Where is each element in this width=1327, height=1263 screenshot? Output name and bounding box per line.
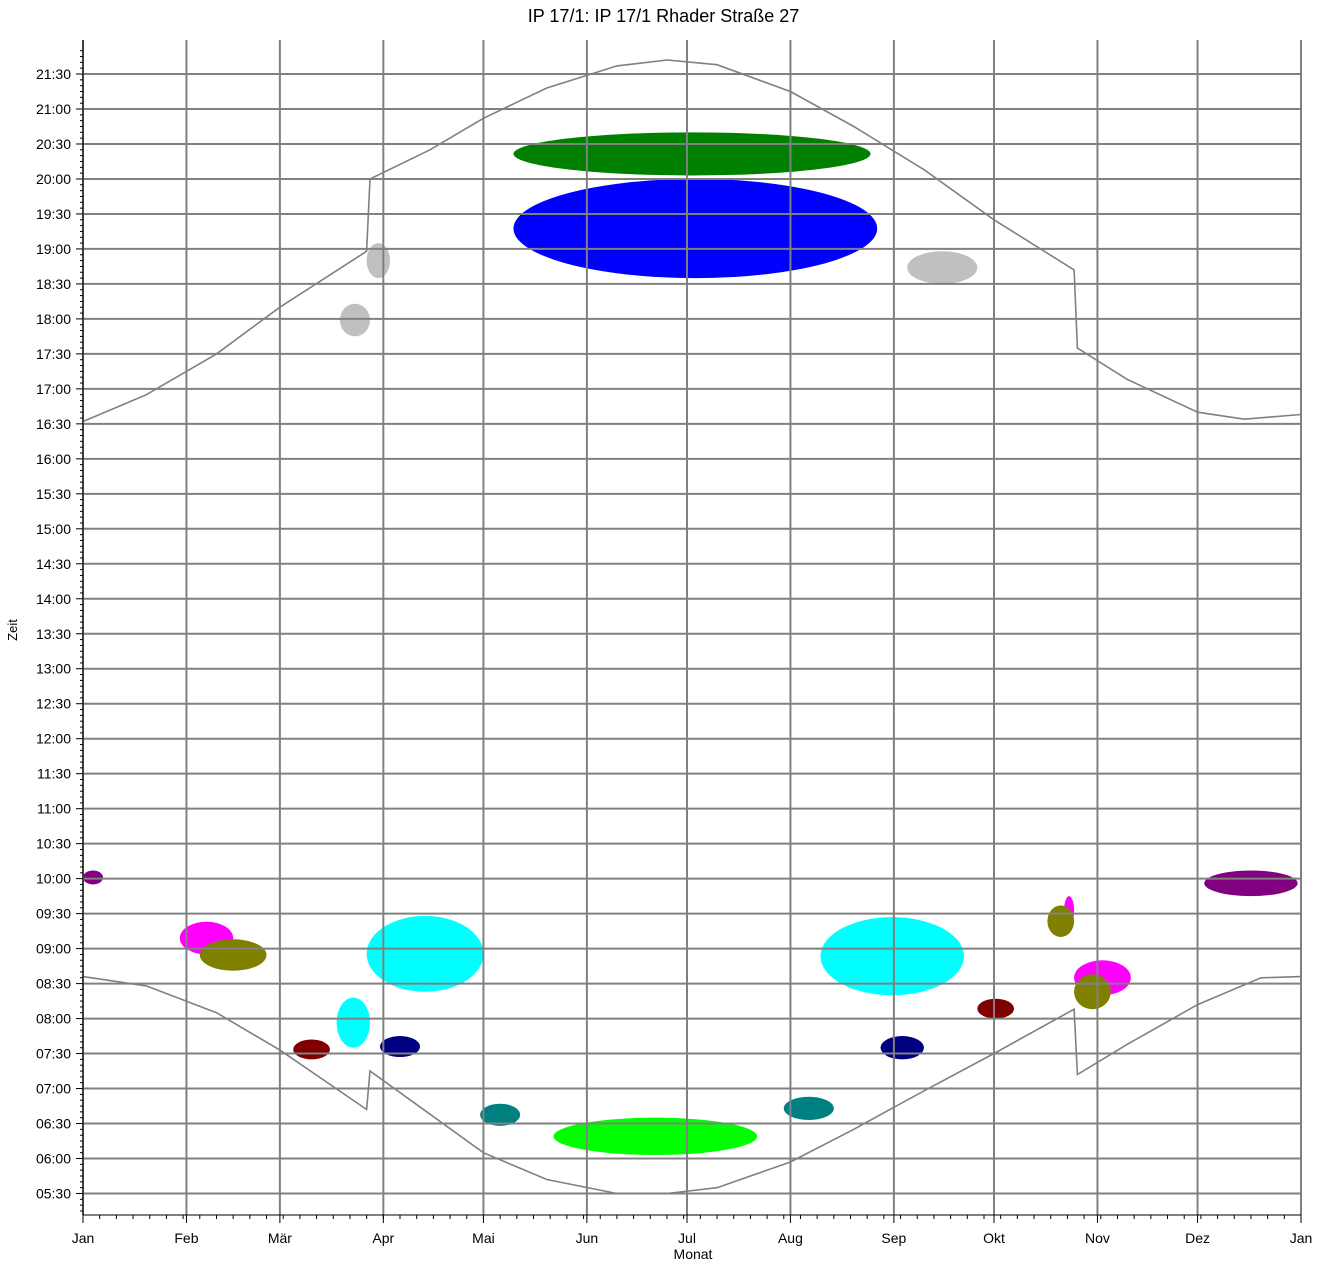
y-tick-label: 08:30 — [36, 976, 71, 992]
region-olive-22 — [1074, 974, 1111, 1010]
y-tick-label: 09:00 — [36, 941, 71, 957]
y-tick-label: 13:00 — [36, 661, 71, 677]
x-tick-label: Jul — [678, 1230, 696, 1246]
x-tick-label: Jan — [72, 1230, 95, 1246]
region-olive-8 — [199, 939, 267, 971]
region-purple-6 — [1204, 870, 1298, 897]
y-tick-label: 10:30 — [36, 836, 71, 852]
y-tick-label: 20:30 — [36, 136, 71, 152]
y-tick-label: 09:30 — [36, 906, 71, 922]
x-tick-label: Mär — [268, 1230, 292, 1246]
region-blue-1 — [513, 178, 878, 279]
y-tick-label: 15:00 — [36, 521, 71, 537]
y-tick-label: 08:00 — [36, 1011, 71, 1027]
x-tick-label: Sep — [881, 1230, 906, 1246]
y-tick-label: 12:00 — [36, 731, 71, 747]
y-tick-label: 19:30 — [36, 206, 71, 222]
x-tick-label: Nov — [1085, 1230, 1110, 1246]
y-tick-label: 06:30 — [36, 1116, 71, 1132]
curve-layer — [82, 59, 1302, 1195]
y-tick-label: 17:00 — [36, 381, 71, 397]
y-tick-label: 21:30 — [36, 66, 71, 82]
region-cyan-11 — [820, 917, 964, 996]
y-tick-label: 07:30 — [36, 1046, 71, 1062]
chart-title: IP 17/1: IP 17/1 Rhader Straße 27 — [527, 6, 800, 26]
x-axis-label: Monat — [673, 1246, 713, 1262]
y-tick-label: 10:00 — [36, 871, 71, 887]
x-tick-label: Dez — [1185, 1230, 1210, 1246]
x-tick-label: Jun — [576, 1230, 599, 1246]
region-navy-15 — [880, 1036, 924, 1060]
y-tick-label: 06:00 — [36, 1151, 71, 1167]
region-cyan-10 — [336, 997, 370, 1048]
region-maroon-13 — [977, 998, 1015, 1019]
y-tick-label: 11:30 — [37, 766, 71, 782]
x-tick-label: Feb — [174, 1230, 198, 1246]
region-purple-5 — [83, 870, 104, 885]
y-tick-label: 12:30 — [36, 696, 71, 712]
y-tick-label: 18:30 — [36, 276, 71, 292]
x-tick-label: Okt — [983, 1230, 1005, 1246]
y-tick-label: 14:30 — [36, 556, 71, 572]
regions-layer — [83, 132, 1298, 1156]
y-tick-label: 13:30 — [36, 626, 71, 642]
y-tick-label: 16:00 — [36, 451, 71, 467]
region-lime-18 — [553, 1117, 758, 1156]
region-teal-16 — [480, 1103, 521, 1126]
x-tick-label: Mai — [472, 1230, 495, 1246]
region-gray-4 — [907, 251, 978, 284]
y-tick-label: 21:00 — [36, 101, 71, 117]
y-tick-label: 11:00 — [37, 801, 71, 817]
region-olive-20 — [1047, 905, 1075, 937]
region-maroon-12 — [293, 1039, 330, 1060]
x-tick-label: Aug — [778, 1230, 803, 1246]
grid-layer — [82, 40, 1302, 1215]
region-navy-14 — [379, 1036, 421, 1058]
sunrise-curve — [82, 975, 1302, 1195]
y-tick-label: 14:00 — [36, 591, 71, 607]
y-tick-label: 05:30 — [36, 1185, 71, 1201]
y-tick-label: 15:30 — [36, 486, 71, 502]
region-green-0 — [513, 132, 871, 176]
region-teal-17 — [783, 1096, 834, 1121]
x-tick-label: Jan — [1290, 1230, 1313, 1246]
y-tick-label: 07:00 — [36, 1081, 71, 1097]
y-tick-label: 17:30 — [36, 346, 71, 362]
region-gray-3 — [339, 303, 370, 337]
y-tick-label: 20:00 — [36, 171, 71, 187]
sunset-curve — [82, 59, 1302, 423]
axes-layer: 05:30 06:00 06:30 07:00 07:30 08:00 08:30 09:00… — [36, 40, 1312, 1246]
y-tick-label: 16:30 — [36, 416, 71, 432]
region-cyan-9 — [366, 915, 484, 992]
y-tick-label: 19:00 — [36, 241, 71, 257]
y-tick-label: 18:00 — [36, 311, 71, 327]
x-tick-label: Apr — [372, 1230, 394, 1246]
